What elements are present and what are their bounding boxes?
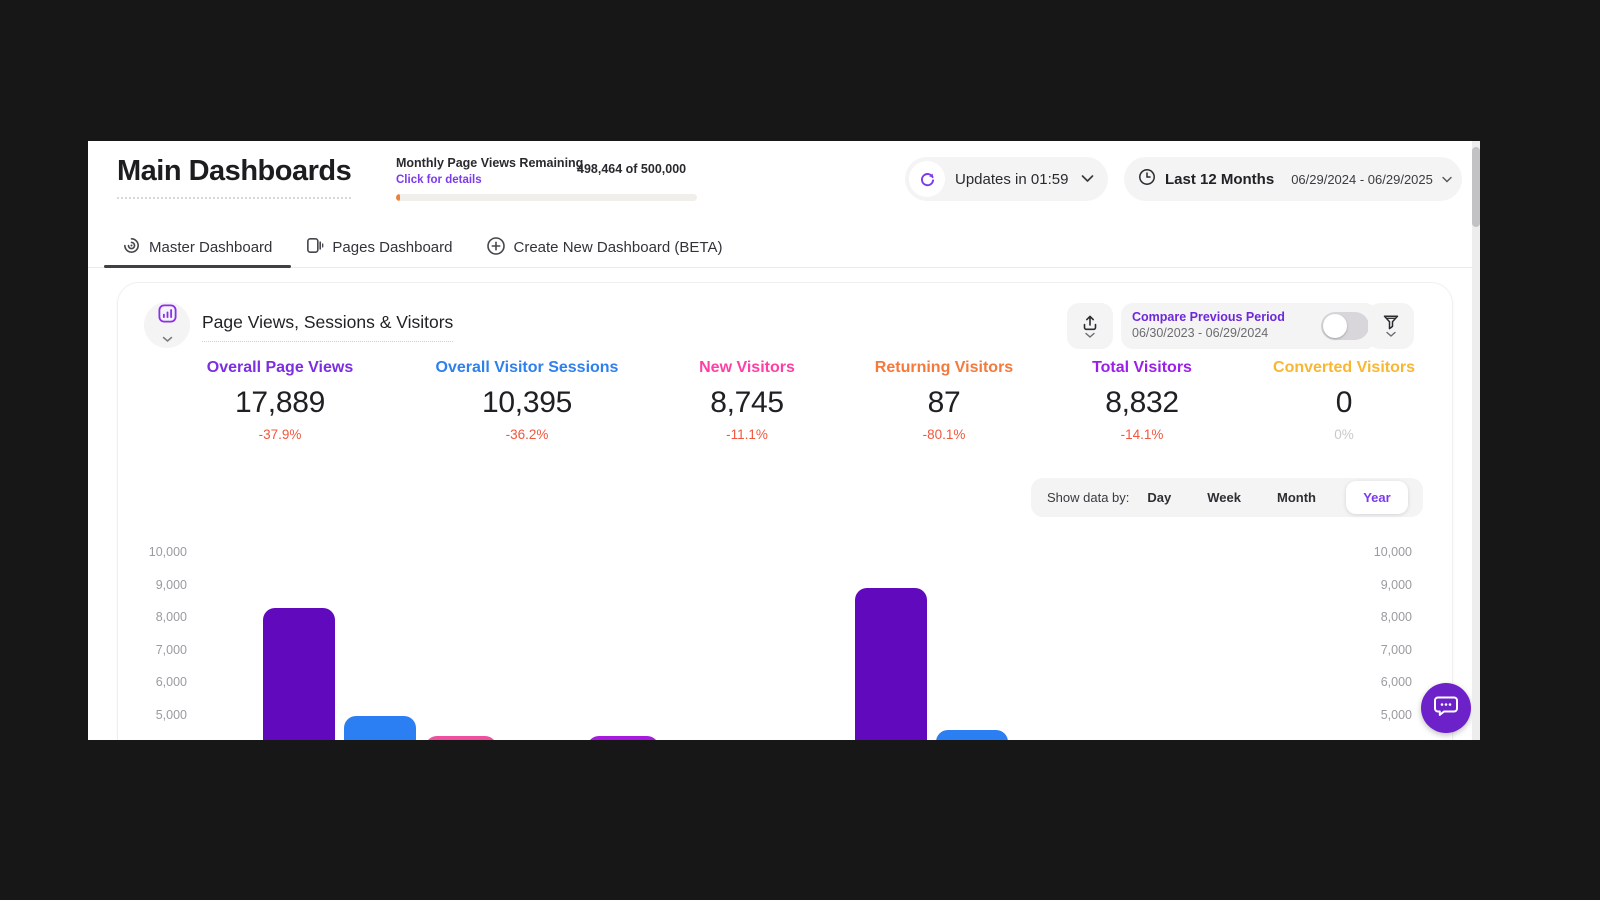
- metric-delta: -14.1%: [1120, 427, 1164, 442]
- tab-label: Master Dashboard: [149, 239, 273, 256]
- compare-label: Compare Previous Period: [1132, 310, 1285, 325]
- usage-details-link[interactable]: Click for details: [396, 174, 482, 186]
- usage-count: 498,464 of 500,000: [577, 162, 687, 176]
- compare-texts: Compare Previous Period 06/30/2023 - 06/…: [1132, 310, 1321, 341]
- bar-chart-icon: [157, 303, 178, 329]
- bar-total-visitors-group1[interactable]: [587, 736, 659, 740]
- page-views-card: Page Views, Sessions & Visitors Compare …: [117, 282, 1453, 740]
- metric-column[interactable]: Overall Visitor Sessions 10,395 -36.2%: [412, 359, 642, 442]
- granularity-option-year[interactable]: Year: [1345, 481, 1408, 514]
- bar-overall-page-views-group2[interactable]: [855, 588, 927, 740]
- clock-icon: [1138, 168, 1156, 191]
- granularity-option-month[interactable]: Month: [1276, 490, 1316, 505]
- metric-column[interactable]: Total Visitors 8,832 -14.1%: [1027, 359, 1257, 442]
- date-range-picker[interactable]: Last 12 Months 06/29/2024 - 06/29/2025: [1124, 157, 1462, 201]
- bar-overall-page-views-group1[interactable]: [263, 607, 335, 740]
- y-axis-tick-right: 6,000: [1380, 675, 1412, 689]
- page-title: Main Dashboards: [117, 155, 352, 199]
- bar-overall-visitor-sessions-group1[interactable]: [344, 716, 416, 740]
- bar-new-visitors-group1[interactable]: [425, 735, 497, 740]
- tab-master-dashboard[interactable]: Master Dashboard: [122, 236, 272, 259]
- y-axis-tick-left: 10,000: [148, 545, 187, 559]
- app-window: Main Dashboards Monthly Page Views Remai…: [88, 141, 1480, 740]
- updates-label: Updates in 01:59: [955, 170, 1069, 188]
- chat-bubble-icon: [1433, 694, 1459, 723]
- toggle-knob: [1323, 314, 1347, 338]
- export-icon: [1083, 315, 1097, 330]
- metric-label: Total Visitors: [1092, 359, 1192, 376]
- y-axis-tick-left: 6,000: [155, 675, 187, 689]
- metric-label: Overall Visitor Sessions: [435, 359, 619, 376]
- card-collapse-button[interactable]: [144, 302, 190, 348]
- spiral-icon: [122, 236, 141, 259]
- refresh-icon: [909, 161, 945, 197]
- tabs-divider: [88, 267, 1480, 268]
- funnel-icon: [1383, 315, 1399, 330]
- y-axis-tick-right: 8,000: [1380, 610, 1412, 624]
- chevron-down-icon: [1442, 170, 1452, 188]
- y-axis-tick-right: 9,000: [1380, 577, 1412, 592]
- pages-icon: [305, 236, 324, 259]
- dashboard-tabs: Master Dashboard Pages Dashboard Create …: [88, 228, 1480, 267]
- active-tab-underline: [104, 265, 291, 268]
- y-axis-tick-left: 8,000: [155, 610, 187, 624]
- date-range-value: 06/29/2024 - 06/29/2025: [1291, 171, 1433, 187]
- metric-label: Returning Visitors: [874, 359, 1014, 376]
- metric-column[interactable]: Returning Visitors 87 -80.1%: [829, 359, 1059, 442]
- usage-progress-fill: [396, 194, 400, 201]
- metric-value: 8,832: [1105, 386, 1179, 419]
- metric-value: 0: [1335, 386, 1353, 419]
- usage-progressbar: [396, 194, 697, 201]
- tab-create-new-dashboard[interactable]: Create New Dashboard (BETA): [486, 236, 723, 260]
- chat-fab-button[interactable]: [1421, 683, 1471, 733]
- scrollbar-track: [1472, 141, 1480, 740]
- filter-button[interactable]: [1368, 303, 1414, 349]
- card-title: Page Views, Sessions & Visitors: [202, 312, 454, 342]
- y-axis-tick-left: 9,000: [155, 577, 187, 592]
- chevron-down-icon: [1081, 170, 1094, 188]
- chevron-down-icon: [1386, 331, 1396, 337]
- y-axis-tick-right: 5,000: [1380, 707, 1412, 722]
- plus-circle-icon: [486, 236, 506, 260]
- metric-label: Converted Visitors: [1273, 359, 1415, 376]
- tab-label: Create New Dashboard (BETA): [513, 239, 723, 256]
- metric-column[interactable]: Converted Visitors 0 0%: [1229, 359, 1459, 442]
- y-axis-tick-left: 5,000: [155, 707, 187, 722]
- metric-delta: -11.1%: [726, 427, 768, 442]
- granularity-option-day[interactable]: Day: [1147, 490, 1172, 505]
- updates-dropdown[interactable]: Updates in 01:59: [905, 157, 1108, 201]
- granularity-options: Day Week Month Year: [1129, 481, 1420, 514]
- metric-label: Overall Page Views: [206, 359, 354, 376]
- bar-overall-visitor-sessions-group2[interactable]: [936, 730, 1008, 740]
- metric-value: 17,889: [235, 386, 325, 419]
- metric-value: 10,395: [482, 386, 572, 419]
- scrollbar-thumb[interactable]: [1472, 147, 1480, 227]
- metric-column[interactable]: New Visitors 8,745 -11.1%: [632, 359, 862, 442]
- tab-pages-dashboard[interactable]: Pages Dashboard: [305, 236, 453, 259]
- compare-range: 06/30/2023 - 06/29/2024: [1132, 326, 1269, 340]
- chevron-down-icon: [162, 330, 173, 348]
- metric-delta: -80.1%: [922, 427, 966, 442]
- show-data-by-label: Show data by:: [1047, 490, 1130, 505]
- chevron-down-icon: [1085, 332, 1095, 338]
- metric-value: 87: [927, 386, 961, 419]
- metric-delta: -36.2%: [505, 427, 549, 442]
- metric-delta: 0%: [1334, 427, 1354, 442]
- compare-toggle[interactable]: [1321, 312, 1369, 340]
- metric-column[interactable]: Overall Page Views 17,889 -37.9%: [165, 359, 395, 442]
- granularity-option-week[interactable]: Week: [1207, 490, 1241, 505]
- y-axis-tick-left: 7,000: [155, 642, 187, 657]
- compare-previous-period: Compare Previous Period 06/30/2023 - 06/…: [1121, 303, 1377, 349]
- tab-label: Pages Dashboard: [332, 239, 453, 256]
- metric-delta: -37.9%: [258, 427, 302, 442]
- date-range-label: Last 12 Months: [1165, 170, 1275, 188]
- show-data-by-bar: Show data by: Day Week Month Year: [1031, 478, 1423, 517]
- usage-label: Monthly Page Views Remaining: [396, 156, 584, 170]
- y-axis-tick-right: 7,000: [1380, 642, 1412, 657]
- y-axis-tick-right: 10,000: [1373, 545, 1412, 559]
- export-button[interactable]: [1067, 303, 1113, 349]
- metric-label: New Visitors: [699, 359, 795, 376]
- metric-value: 8,745: [710, 386, 784, 419]
